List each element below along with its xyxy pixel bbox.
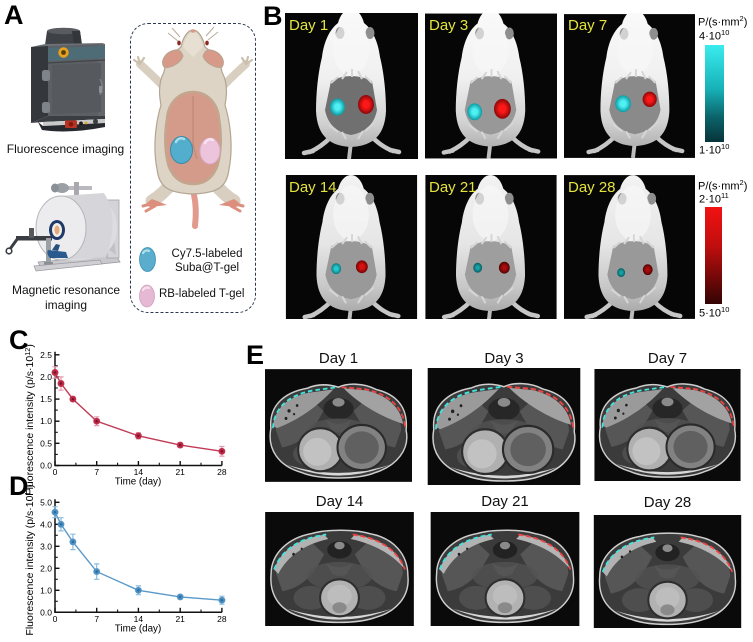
svg-text:21: 21 [175, 467, 185, 477]
svg-text:0.5: 0.5 [40, 438, 52, 448]
svg-text:0.0: 0.0 [40, 607, 52, 617]
svg-text:Fluorescence intensity (p/s·10: Fluorescence intensity (p/s·1012) [23, 344, 36, 496]
svg-text:21: 21 [175, 614, 185, 624]
svg-text:7: 7 [94, 467, 99, 477]
svg-text:2.0: 2.0 [40, 563, 52, 573]
svg-text:1.5: 1.5 [40, 394, 52, 404]
svg-text:Fluorescence intensity (p/s·10: Fluorescence intensity (p/s·1011) [23, 484, 36, 635]
svg-text:1.0: 1.0 [40, 416, 52, 426]
svg-text:28: 28 [217, 614, 227, 624]
svg-text:28: 28 [217, 467, 227, 477]
svg-text:2.5: 2.5 [40, 350, 52, 360]
svg-text:7: 7 [94, 614, 99, 624]
svg-text:3.0: 3.0 [40, 541, 52, 551]
svg-text:0: 0 [53, 614, 58, 624]
svg-text:5.0: 5.0 [40, 497, 52, 507]
svg-text:Time (day): Time (day) [115, 477, 161, 488]
svg-text:0: 0 [53, 467, 58, 477]
svg-text:2.0: 2.0 [40, 372, 52, 382]
svg-text:4.0: 4.0 [40, 519, 52, 529]
svg-text:14: 14 [134, 467, 144, 477]
svg-text:1.0: 1.0 [40, 585, 52, 595]
svg-text:Time (day): Time (day) [115, 623, 161, 634]
svg-text:14: 14 [134, 614, 144, 624]
svg-text:0.0: 0.0 [40, 461, 52, 471]
